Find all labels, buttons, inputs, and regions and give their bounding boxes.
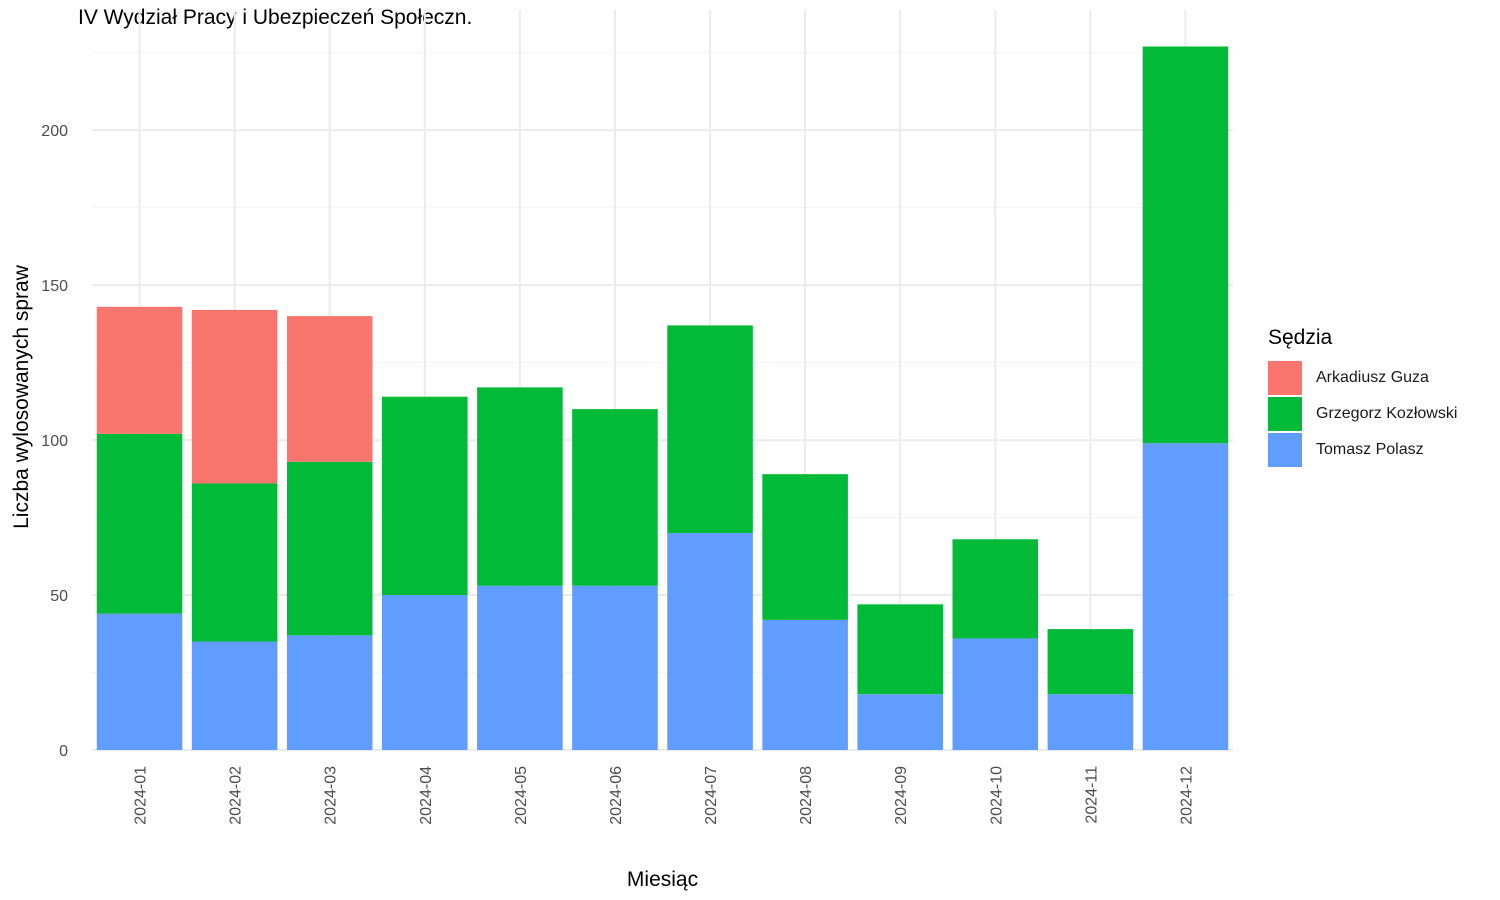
y-tick-label: 0 bbox=[59, 743, 68, 760]
bar-segment bbox=[952, 539, 1039, 639]
y-tick-label: 50 bbox=[50, 588, 68, 605]
x-tick-label: 2024-02 bbox=[228, 766, 245, 825]
legend: Sędzia Arkadiusz Guza Grzegorz Kozłowski T… bbox=[1268, 326, 1457, 468]
bar-segment bbox=[191, 483, 278, 642]
bar-segment bbox=[1142, 443, 1229, 750]
legend-label: Grzegorz Kozłowski bbox=[1316, 405, 1458, 422]
bar-segment bbox=[572, 585, 658, 750]
bar-segment bbox=[857, 604, 943, 695]
bar-segment bbox=[286, 635, 373, 750]
bar-segment bbox=[1047, 629, 1134, 695]
x-tick-label: 2024-12 bbox=[1178, 766, 1195, 825]
y-tick-label: 150 bbox=[41, 278, 68, 295]
bar-segment bbox=[857, 694, 943, 750]
bar-segment bbox=[96, 613, 183, 750]
bar-segment bbox=[952, 638, 1039, 750]
bar-segment bbox=[572, 409, 658, 586]
legend-swatch bbox=[1268, 433, 1302, 467]
x-tick-label: 2024-09 bbox=[893, 766, 910, 825]
legend-item: Grzegorz Kozłowski bbox=[1268, 396, 1457, 432]
x-tick-label: 2024-03 bbox=[323, 766, 340, 825]
bar-segment bbox=[667, 533, 753, 750]
legend-item: Arkadiusz Guza bbox=[1268, 360, 1457, 396]
legend-items: Arkadiusz Guza Grzegorz Kozłowski Tomasz P… bbox=[1268, 360, 1457, 468]
bar-segment bbox=[286, 316, 373, 462]
bar-segment bbox=[191, 309, 278, 484]
y-tick-label: 200 bbox=[41, 123, 68, 140]
bar-segment bbox=[286, 461, 373, 636]
legend-label: Arkadiusz Guza bbox=[1316, 369, 1429, 386]
legend-item: Tomasz Polasz bbox=[1268, 432, 1457, 468]
bar-segment bbox=[477, 387, 563, 586]
bar-segment bbox=[477, 585, 563, 750]
legend-swatch bbox=[1268, 361, 1302, 395]
bar-segment bbox=[1047, 694, 1134, 750]
bar-segment bbox=[96, 433, 183, 614]
legend-swatch bbox=[1268, 397, 1302, 431]
bar-segment bbox=[96, 306, 183, 434]
bar-segment bbox=[762, 474, 848, 620]
x-axis-label: Miesiąc bbox=[627, 868, 698, 891]
y-axis-label: Liczba wylosowanych spraw bbox=[10, 264, 33, 529]
bar-segment bbox=[667, 325, 753, 534]
x-tick-label: 2024-11 bbox=[1083, 766, 1100, 824]
chart-title: IV Wydział Pracy i Ubezpieczeń Społeczn. bbox=[78, 6, 473, 29]
x-tick-label: 2024-10 bbox=[988, 766, 1005, 825]
bar-segment bbox=[382, 595, 468, 750]
bar-segment bbox=[382, 396, 468, 596]
y-tick-label: 100 bbox=[41, 433, 68, 450]
legend-label: Tomasz Polasz bbox=[1316, 441, 1424, 458]
x-tick-label: 2024-08 bbox=[798, 766, 815, 825]
bar-segment bbox=[191, 641, 278, 750]
x-tick-label: 2024-06 bbox=[608, 766, 625, 825]
x-tick-label: 2024-05 bbox=[513, 766, 530, 825]
x-tick-label: 2024-07 bbox=[703, 766, 720, 825]
bar-segment bbox=[1142, 46, 1229, 444]
x-tick-label: 2024-01 bbox=[133, 766, 150, 825]
bar-segment bbox=[762, 619, 848, 750]
legend-title: Sędzia bbox=[1268, 326, 1333, 349]
x-tick-label: 2024-04 bbox=[418, 766, 435, 825]
